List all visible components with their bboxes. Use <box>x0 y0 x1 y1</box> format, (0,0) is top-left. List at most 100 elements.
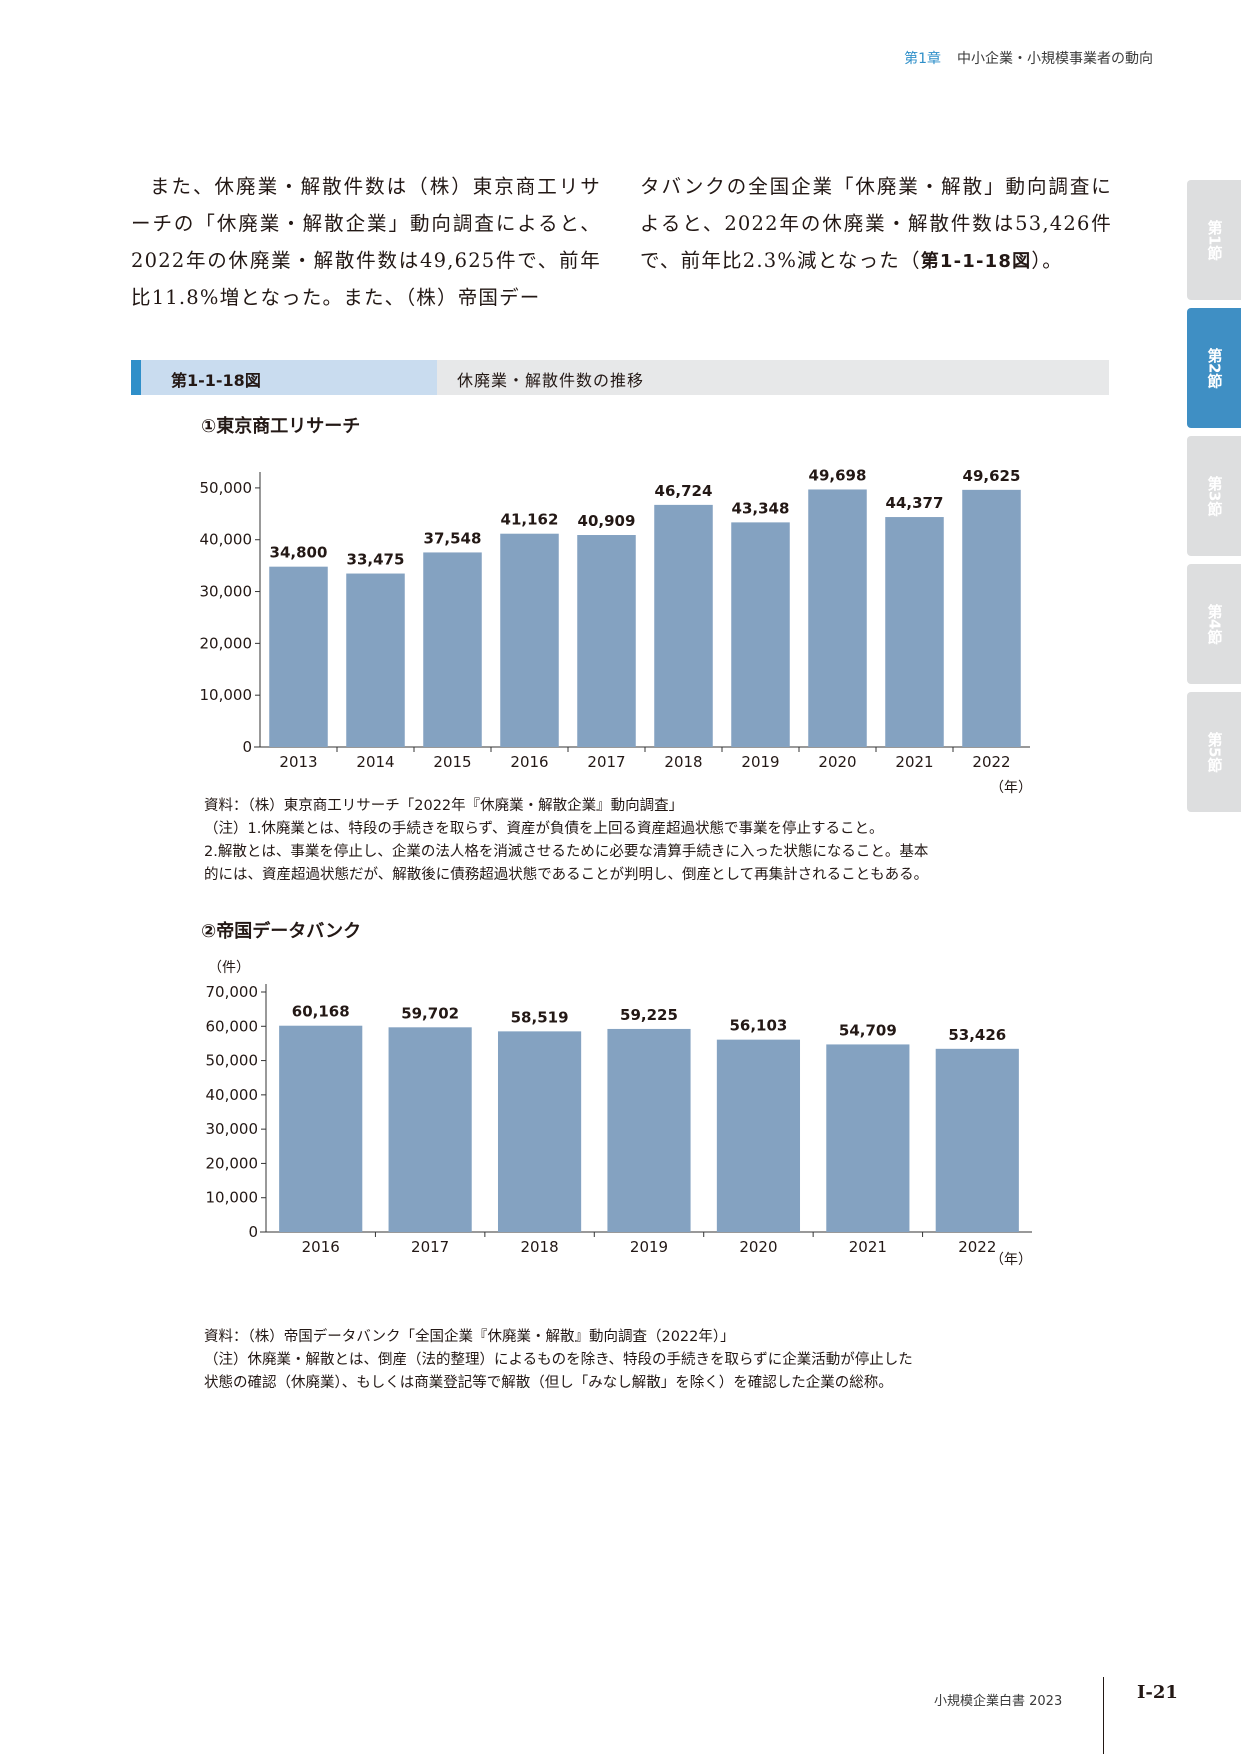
x-tick-label-2021: 2021 <box>849 1238 887 1256</box>
data-label-2017: 59,702 <box>401 1004 459 1022</box>
y-tick-label: 0 <box>242 738 252 756</box>
body-text-right: タバンクの全国企業「休廃業・解散」動向調査によると、2022年の休廃業・解散件数… <box>640 175 1112 272</box>
y-tick-label: 10,000 <box>200 686 253 704</box>
bar-2017 <box>388 1027 472 1232</box>
y-axis-unit-label: （件） <box>208 960 250 976</box>
x-axis-unit-label: （年） <box>990 1252 1032 1268</box>
data-label-2021: 54,709 <box>839 1021 897 1039</box>
data-label-2013: 34,800 <box>270 544 328 562</box>
side-tab-section-4[interactable]: 第4節 <box>1187 564 1241 684</box>
footer-divider <box>1103 1677 1104 1754</box>
side-tab-section-1[interactable]: 第1節 <box>1187 180 1241 300</box>
chart1-container: （件）010,00020,00030,00040,00050,00034,800… <box>180 430 1040 797</box>
side-tab-section-2[interactable]: 第2節 <box>1187 308 1241 428</box>
y-tick-label: 0 <box>248 1223 258 1241</box>
y-tick-label: 40,000 <box>200 531 253 549</box>
data-label-2016: 60,168 <box>292 1003 350 1021</box>
bar-2022 <box>962 489 1021 747</box>
chart1-heading: ①東京商工リサーチ <box>201 416 361 437</box>
side-tab-label: 第2節 <box>1205 347 1224 389</box>
bar-2018 <box>654 504 713 747</box>
y-tick-label: 30,000 <box>206 1120 259 1138</box>
chart2-note-1: （注）休廃業・解散とは、倒産（法的整理）によるものを除き、特段の手続きを取らずに… <box>204 1352 913 1368</box>
x-tick-label-2021: 2021 <box>895 753 933 771</box>
chart2-note-1-cont: 状態の確認（休廃業）、もしくは商業登記等で解散（但し「みなし解散」を除く）を確認… <box>204 1375 893 1391</box>
bar-2019 <box>731 522 790 747</box>
data-label-2019: 43,348 <box>732 499 790 517</box>
body-paragraph-left: また、休廃業・解散件数は（株）東京商工リサーチの「休廃業・解散企業」動向調査によ… <box>131 175 601 309</box>
chart1-note-1: （注）1.休廃業とは、特段の手続きを取らず、資産が負債を上回る資産超過状態で事業… <box>204 821 884 837</box>
chart1-svg: （件）010,00020,00030,00040,00050,00034,800… <box>200 430 1033 796</box>
x-tick-label-2013: 2013 <box>279 753 317 771</box>
data-label-2018: 46,724 <box>655 482 713 500</box>
bar-2018 <box>497 1031 582 1232</box>
data-label-2022: 49,625 <box>963 467 1021 485</box>
bar-2019 <box>607 1028 691 1232</box>
figure-reference[interactable]: 第1-1-18図 <box>920 251 1032 272</box>
bar-2020 <box>808 489 867 747</box>
data-label-2016: 41,162 <box>501 511 559 529</box>
body-text-right-end: ）。 <box>1031 249 1063 272</box>
data-label-2015: 37,548 <box>424 529 482 547</box>
data-label-2018: 58,519 <box>511 1008 569 1026</box>
figure-number-box <box>141 360 437 395</box>
page-number: Ⅰ-21 <box>1137 1682 1178 1703</box>
chart2-svg: （件） 0 10,000 20,000 30,000 40,000 50,000 60,000… <box>206 960 1032 1268</box>
chart2-heading: ②帝国データバンク <box>201 921 362 942</box>
running-header: 第1章 中小企業・小規模事業者の動向 <box>904 48 1153 68</box>
figure-title-bar: 第1-1-18図 休廃業・解散件数の推移 <box>131 360 1109 395</box>
side-tab-label: 第3節 <box>1205 475 1224 517</box>
x-tick-label-2019: 2019 <box>741 753 779 771</box>
y-tick-label: 20,000 <box>206 1154 259 1172</box>
data-label-2019: 59,225 <box>620 1006 678 1024</box>
chart2-container: （件） 0 10,000 20,000 30,000 40,000 50,000 60,000… <box>180 950 1040 1275</box>
chart1-note-2-cont: 的には、資産超過状態だが、解散後に債務超過状態であることが判明し、倒産として再集… <box>204 867 929 883</box>
bar-2013 <box>269 566 328 747</box>
y-tick-label: 50,000 <box>206 1052 259 1070</box>
bar-2021 <box>885 517 944 747</box>
bar-2015 <box>423 552 482 747</box>
chart1-note-2: 2.解散とは、事業を停止し、企業の法人格を消滅させるために必要な清算手続きに入っ… <box>204 844 929 860</box>
bar-2016 <box>500 533 559 747</box>
chart1-notes: 資料：（株）東京商工リサーチ「2022年『休廃業・解散企業』動向調査」 （注）1… <box>204 795 1034 887</box>
side-tab-section-3[interactable]: 第3節 <box>1187 436 1241 556</box>
data-label-2022: 53,426 <box>948 1026 1006 1044</box>
chart2-notes: 資料：（株）帝国データバンク「全国企業『休廃業・解散』動向調査（2022年）」 … <box>204 1326 1034 1395</box>
x-tick-label-2020: 2020 <box>818 753 856 771</box>
bar-2016 <box>279 1025 363 1232</box>
figure-accent-bar <box>131 360 141 395</box>
x-tick-label-2015: 2015 <box>433 753 471 771</box>
bar-2017 <box>577 535 636 747</box>
figure-number: 第1-1-18図 <box>171 371 261 390</box>
body-paragraph-right: タバンクの全国企業「休廃業・解散」動向調査によると、2022年の休廃業・解散件数… <box>640 168 1112 280</box>
footer-book-title: 小規模企業白書 2023 <box>934 1694 1063 1709</box>
x-tick-label-2022: 2022 <box>972 753 1010 771</box>
chart2-source: 資料：（株）帝国データバンク「全国企業『休廃業・解散』動向調査（2022年）」 <box>204 1329 735 1345</box>
y-tick-label: 10,000 <box>206 1189 259 1207</box>
x-tick-label-2017: 2017 <box>411 1238 449 1256</box>
x-axis-unit-label: （年） <box>990 780 1032 796</box>
x-tick-label-2014: 2014 <box>356 753 394 771</box>
x-tick-label-2018: 2018 <box>664 753 702 771</box>
bar-2014 <box>346 573 405 747</box>
x-tick-label-2016: 2016 <box>302 1238 340 1256</box>
y-tick-label: 30,000 <box>200 583 253 601</box>
side-tab-label: 第5節 <box>1205 731 1224 773</box>
side-tab-section-5[interactable]: 第5節 <box>1187 692 1241 812</box>
data-label-2020: 49,698 <box>809 466 867 484</box>
side-tab-label: 第1節 <box>1205 219 1224 261</box>
x-tick-label-2022: 2022 <box>958 1238 996 1256</box>
x-tick-label-2020: 2020 <box>739 1238 777 1256</box>
y-tick-label: 60,000 <box>206 1017 259 1035</box>
data-label-2017: 40,909 <box>578 512 636 530</box>
bar-2022 <box>935 1048 1019 1232</box>
x-tick-label-2016: 2016 <box>510 753 548 771</box>
data-label-2020: 56,103 <box>729 1017 787 1035</box>
y-tick-label: 70,000 <box>206 983 259 1001</box>
data-label-2014: 33,475 <box>347 551 405 569</box>
x-tick-label-2018: 2018 <box>520 1238 558 1256</box>
y-tick-label: 20,000 <box>200 634 253 652</box>
chapter-title: 中小企業・小規模事業者の動向 <box>957 51 1153 67</box>
bar-2021 <box>826 1044 910 1232</box>
side-tab-label: 第4節 <box>1205 603 1224 645</box>
